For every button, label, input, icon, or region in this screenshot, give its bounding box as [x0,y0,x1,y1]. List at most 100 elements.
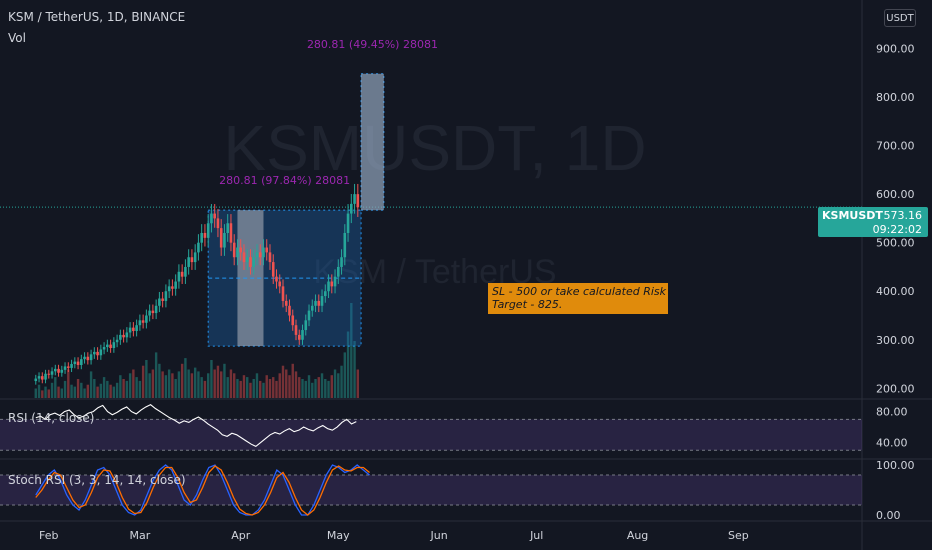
candle-body [232,242,236,258]
stoch-k-line [35,464,370,516]
candle-body [102,347,106,350]
volume-bar [239,380,242,398]
rsi-tick-label: 80.00 [876,406,908,419]
candle-body [83,356,86,360]
volume-label[interactable]: Vol [8,31,26,45]
candle-body [112,342,116,349]
candle-body [249,257,252,267]
volume-bar [177,371,181,398]
volume-bar [311,382,314,398]
volume-bar [307,375,311,398]
volume-bar [242,375,246,398]
volume-bar [54,377,57,398]
candle-body [210,213,213,224]
range-highlight-1 [361,73,384,211]
volume-bar [343,352,346,398]
volume-bar [158,363,161,398]
candle-body [57,368,60,373]
price-tick-label: 500.00 [876,237,915,250]
volume-bar [324,379,327,398]
price-tick-label: 400.00 [876,285,915,298]
candle-body [356,194,360,208]
volume-bar [83,388,86,398]
candle-body [333,276,337,287]
trade-note[interactable]: SL - 500 or take calculated Risk Target … [488,283,668,314]
candle-body [281,286,285,301]
time-tick-label: Apr [231,529,251,542]
volume-bar [37,384,41,398]
volume-bar [330,375,333,398]
volume-bar [285,369,288,398]
volume-bar [268,379,272,398]
candle-body [151,310,155,314]
price-axis[interactable]: 900.00 800.00 700.00 600.00 500.00 400.00 300.… [876,43,915,396]
price-tick-label: 700.00 [876,140,915,153]
candle-body [275,276,278,282]
candle-body [70,364,73,368]
candle-body [330,281,334,287]
candle-body [96,351,99,356]
stoch-rsi-label[interactable]: Stoch RSI (3, 3, 14, 14, close) [8,473,186,487]
time-tick-label: Jun [430,529,448,542]
candle-body [327,281,330,292]
price-tick-label: 900.00 [876,43,915,56]
volume-bar [262,382,265,398]
candle-body [301,330,304,340]
volume-bar [76,379,80,398]
volume-bar [125,380,129,398]
volume-bar [216,365,220,398]
volume-bar [206,373,210,398]
candle-body [138,320,142,326]
candle-body [187,257,190,267]
candle-body [297,334,301,340]
candle-body [294,325,298,335]
volume-bar [255,373,259,398]
candle-body [158,298,161,306]
volume-bar [233,373,236,398]
volume-bar [272,377,275,398]
volume-bar [60,388,64,398]
volume-bar [337,373,340,398]
volume-bar [63,380,67,398]
volume-bar [154,352,158,398]
price-tick-label: 300.00 [876,334,915,347]
candle-body [323,291,327,297]
candle-body [242,252,246,263]
volume-bar [210,360,213,398]
volume-bar [249,382,252,398]
currency-button[interactable]: USDT [884,9,916,27]
rsi-label[interactable]: RSI (14, close) [8,411,94,425]
time-axis[interactable]: Feb Mar Apr May Jun Jul Aug Sep [39,529,749,542]
candle-body [141,320,145,323]
volume-bar [132,369,135,398]
candle-body [145,315,148,323]
volume-bar [314,379,317,398]
stoch-tick-label: 0.00 [876,509,901,522]
candle-body [106,344,109,348]
volume-bar [135,377,138,398]
volume-bar [41,390,44,398]
candle-body [314,300,317,306]
volume-bar [317,377,320,398]
volume-bar [34,388,37,398]
candle-body [119,334,122,340]
symbol-title[interactable]: KSM / TetherUS, 1D, BINANCE [8,10,186,24]
candle-body [203,232,207,238]
volume-bar [219,371,223,398]
trade-note-target: Target - 825. [492,298,563,311]
volume-bar [236,379,239,398]
volume-bar [50,382,54,398]
volume-bar [122,379,125,398]
candle-body [236,247,239,258]
volume-bar [298,377,301,398]
candle-body [216,218,220,229]
price-range-tools[interactable]: 280.81 (97.84%) 28081 280.81 (49.45%) 280… [207,38,438,347]
volume-bar [161,371,164,398]
time-tick-label: Mar [129,529,150,542]
stoch-rsi-pane: 100.00 0.00 [0,459,915,522]
candle-body [89,354,93,361]
volume-bar [138,380,142,398]
candle-body [171,286,174,289]
candle-body [125,332,129,338]
